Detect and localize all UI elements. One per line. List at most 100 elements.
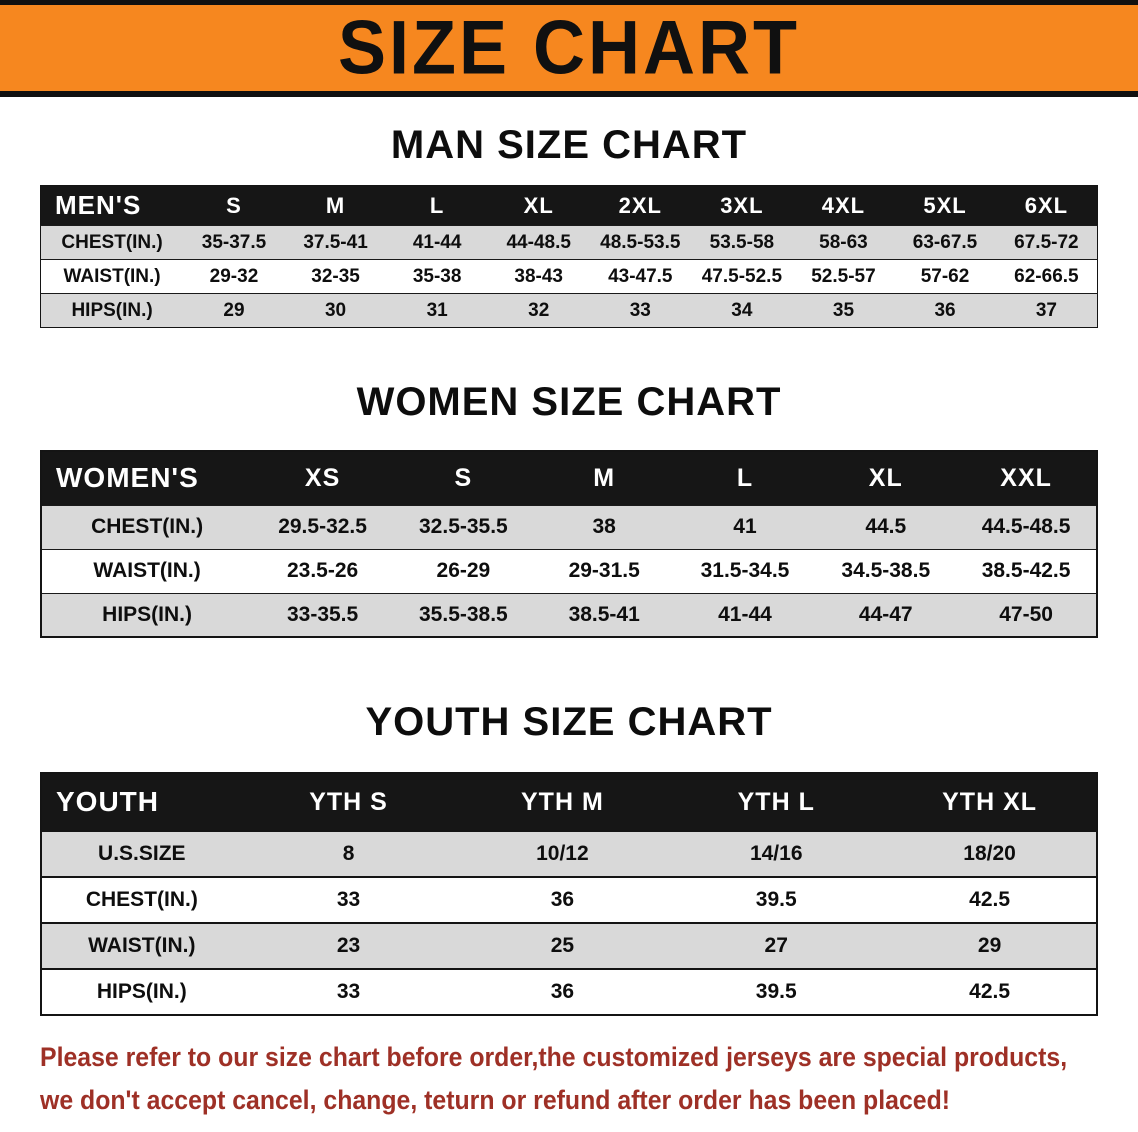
men-size-chart-section: MAN SIZE CHART MEN'S S M L XL 2XL 3XL 4XL 5XL 6XL C… — [0, 123, 1138, 328]
size-header-cell: M — [284, 185, 387, 226]
value-cell: 34.5-38.5 — [841, 559, 931, 582]
value-cell: 35-38 — [412, 265, 462, 287]
value-cell: 41-44 — [718, 602, 772, 626]
value-cell: 29 — [977, 934, 1002, 957]
value-cell: 38.5-41 — [568, 602, 640, 626]
value-cell: 14/16 — [749, 842, 803, 865]
value-cell: 33 — [336, 888, 361, 911]
women-size-table: WOMEN'S XS S M L XL XXL CHEST(IN.) 29.5-32.5 32.5… — [40, 450, 1098, 638]
table-row: CHEST(IN.) 33 36 39.5 42.5 — [41, 877, 1097, 923]
value-cell: 35 — [832, 299, 855, 321]
size-header-cell: XL — [815, 451, 957, 505]
women-table-title-cell: WOMEN'S — [41, 451, 253, 505]
disclaimer-line-2: we don't accept cancel, change, teturn o… — [40, 1085, 951, 1116]
size-header-cell: 4XL — [792, 185, 895, 226]
value-cell: 47-50 — [999, 602, 1053, 626]
banner-title: SIZE CHART — [338, 5, 800, 91]
value-cell: 36 — [934, 299, 956, 321]
value-cell: 43-47.5 — [608, 265, 673, 287]
value-cell: 31.5-34.5 — [700, 559, 790, 582]
value-cell: 38-43 — [514, 265, 564, 287]
value-cell: 33 — [336, 980, 361, 1003]
table-row: HIPS(IN.) 29 30 31 32 33 34 35 36 37 — [40, 293, 1098, 328]
row-label-cell: CHEST(IN.) — [61, 231, 163, 253]
value-cell: 32-35 — [311, 265, 360, 287]
size-header-cell: 2XL — [589, 185, 692, 226]
table-row: WAIST(IN.) 23 25 27 29 — [41, 923, 1097, 969]
size-header-cell: 6XL — [995, 185, 1098, 226]
women-section-heading: WOMEN SIZE CHART — [356, 380, 782, 424]
value-cell: 39.5 — [755, 888, 797, 911]
men-header-row: MEN'S S M L XL 2XL 3XL 4XL 5XL 6XL — [40, 185, 1098, 226]
row-label-cell: CHEST(IN.) — [85, 888, 198, 911]
value-cell: 25 — [550, 934, 575, 957]
table-row: CHEST(IN.) 35-37.5 37.5-41 41-44 44-48.5 48.5… — [40, 225, 1098, 260]
disclaimer-line-1: Please refer to our size chart before or… — [40, 1042, 1068, 1072]
value-cell: 58-63 — [819, 231, 868, 253]
table-row: WAIST(IN.) 29-32 32-35 35-38 38-43 43-47.5 47.… — [40, 259, 1098, 294]
value-cell: 62-66.5 — [1014, 265, 1079, 287]
table-row: WAIST(IN.) 23.5-26 26-29 29-31.5 31.5-34.5 34… — [41, 549, 1097, 593]
women-size-chart-section: WOMEN SIZE CHART WOMEN'S XS S M L XL XXL CHEST(I… — [0, 380, 1138, 638]
value-cell: 44-47 — [858, 602, 913, 626]
men-table-title-cell: MEN'S — [40, 185, 184, 226]
table-row: HIPS(IN.) 33-35.5 35.5-38.5 38.5-41 41-44 44-… — [41, 593, 1097, 637]
value-cell: 29 — [223, 299, 245, 321]
value-cell: 10/12 — [536, 842, 589, 865]
value-cell: 26-29 — [436, 559, 491, 582]
value-cell: 38 — [592, 515, 616, 538]
value-cell: 35.5-38.5 — [419, 602, 508, 626]
row-label-cell: WAIST(IN.) — [63, 265, 161, 287]
value-cell: 36 — [550, 980, 575, 1003]
size-header-cell: YTH XL — [883, 773, 1097, 831]
size-header-cell: XXL — [956, 451, 1097, 505]
value-cell: 33-35.5 — [286, 602, 359, 626]
value-cell: 27 — [764, 934, 788, 957]
size-header-cell: YTH S — [241, 773, 456, 831]
value-cell: 18/20 — [963, 842, 1016, 865]
row-label-cell: WAIST(IN.) — [93, 559, 201, 582]
value-cell: 42.5 — [969, 888, 1011, 911]
youth-section-heading: YOUTH SIZE CHART — [365, 700, 773, 744]
size-charts-container: MAN SIZE CHART MEN'S S M L XL 2XL 3XL 4XL 5XL 6XL C… — [0, 123, 1138, 1016]
size-header-cell: M — [533, 451, 675, 505]
value-cell: 36 — [550, 888, 575, 911]
value-cell: 8 — [342, 842, 355, 865]
row-label-cell: WAIST(IN.) — [88, 934, 196, 957]
size-header-cell: S — [392, 451, 534, 505]
size-header-cell: L — [386, 185, 488, 226]
value-cell: 48.5-53.5 — [600, 231, 681, 253]
value-cell: 23 — [336, 934, 361, 957]
value-cell: 34 — [731, 299, 753, 321]
value-cell: 41 — [733, 515, 757, 538]
youth-header-row: YOUTH YTH S YTH M YTH L YTH XL — [41, 773, 1097, 831]
value-cell: 52.5-57 — [811, 265, 876, 287]
value-cell: 39.5 — [755, 980, 797, 1003]
table-row: U.S.SIZE 8 10/12 14/16 18/20 — [41, 831, 1097, 877]
value-cell: 44-48.5 — [506, 231, 571, 253]
value-cell: 29-32 — [209, 265, 259, 287]
size-header-cell: YTH L — [669, 773, 884, 831]
value-cell: 35-37.5 — [201, 231, 267, 253]
value-cell: 29-31.5 — [568, 559, 640, 582]
size-header-cell: YTH M — [455, 773, 670, 831]
youth-size-table: YOUTH YTH S YTH M YTH L YTH XL U.S.SIZE 8 10/12… — [40, 772, 1098, 1016]
disclaimer-note: Please refer to our size chart before or… — [40, 1036, 1138, 1122]
men-section-heading: MAN SIZE CHART — [390, 123, 748, 167]
table-row: CHEST(IN.) 29.5-32.5 32.5-35.5 38 41 44.5 44.5… — [41, 505, 1097, 549]
row-label-cell: HIPS(IN.) — [102, 602, 193, 626]
value-cell: 38.5-42.5 — [981, 559, 1071, 582]
table-row: HIPS(IN.) 33 36 39.5 42.5 — [41, 969, 1097, 1015]
size-header-cell: S — [183, 185, 285, 226]
value-cell: 23.5-26 — [286, 559, 359, 582]
value-cell: 47.5-52.5 — [701, 265, 783, 287]
size-header-cell: 3XL — [691, 185, 793, 226]
value-cell: 37 — [1035, 299, 1057, 321]
size-header-cell: XL — [487, 185, 590, 226]
value-cell: 41-44 — [412, 231, 462, 253]
youth-size-chart-section: YOUTH SIZE CHART YOUTH YTH S YTH M YTH L YTH … — [0, 700, 1138, 1016]
value-cell: 29.5-32.5 — [278, 515, 367, 538]
value-cell: 67.5-72 — [1014, 231, 1079, 253]
value-cell: 57-62 — [920, 265, 970, 287]
value-cell: 37.5-41 — [303, 231, 368, 253]
